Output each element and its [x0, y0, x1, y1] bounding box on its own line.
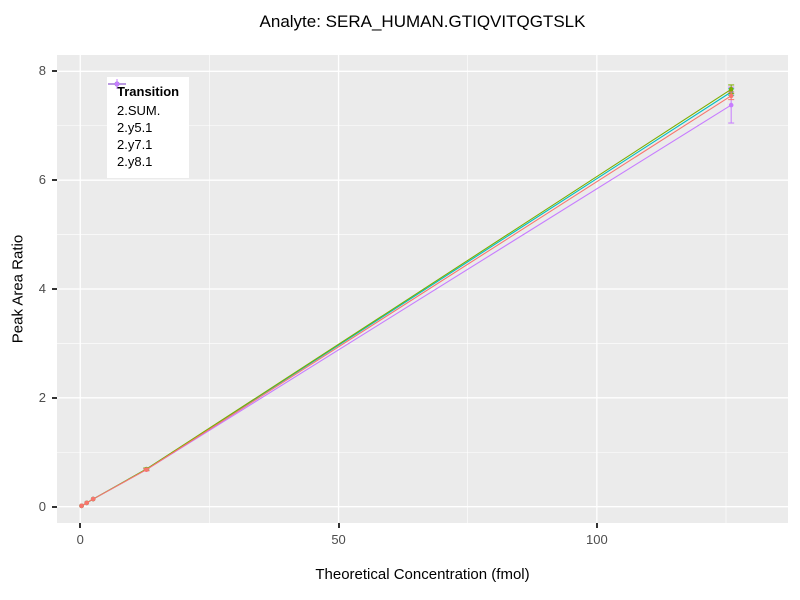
x-tick-label: 0	[76, 532, 84, 547]
y-tick-label: 4	[38, 281, 46, 296]
x-tick-label: 50	[331, 532, 346, 547]
x-tick-mark	[337, 523, 340, 528]
legend-item-label: 2.SUM.	[117, 103, 161, 118]
plot-panel: Transition 2.SUM. 2.y5.1 2.y7.1 2.y8.1	[57, 55, 788, 523]
y-tick-mark	[52, 505, 57, 508]
legend-series-glyph-icon	[108, 79, 126, 89]
legend-item-label: 2.y5.1	[117, 120, 153, 135]
legend-item: 2.y8.1	[108, 79, 179, 170]
legend-title: Transition	[117, 84, 180, 99]
legend-item: 2.y7.1	[108, 79, 179, 153]
y-tick-label: 8	[38, 63, 46, 79]
x-tick-label: 100	[585, 532, 608, 547]
legend-item: 2.SUM.	[108, 79, 179, 119]
x-tick-mark	[79, 523, 82, 528]
x-axis-label: Theoretical Concentration (fmol)	[315, 566, 530, 583]
legend-item-label: 2.y8.1	[117, 154, 153, 169]
chart-title: Analyte: SERA_HUMAN.GTIQVITQGTSLK	[259, 12, 586, 31]
y-tick-mark	[52, 288, 57, 290]
legend: Transition 2.SUM. 2.y5.1 2.y7.1 2.y8.1	[107, 77, 190, 178]
legend-items: 2.SUM. 2.y5.1 2.y7.1 2.y8.1	[108, 79, 179, 170]
legend-item-label: 2.y7.1	[117, 137, 153, 152]
x-tick-mark	[595, 523, 598, 528]
y-tick-mark	[52, 70, 57, 73]
y-tick-mark	[52, 179, 57, 182]
y-tick-label: 2	[38, 389, 46, 405]
legend-item: 2.y5.1	[108, 79, 179, 136]
y-tick-label: 6	[38, 172, 46, 188]
y-tick-label: 0	[38, 498, 46, 514]
plot-area	[57, 55, 788, 523]
y-tick-mark	[52, 396, 57, 399]
